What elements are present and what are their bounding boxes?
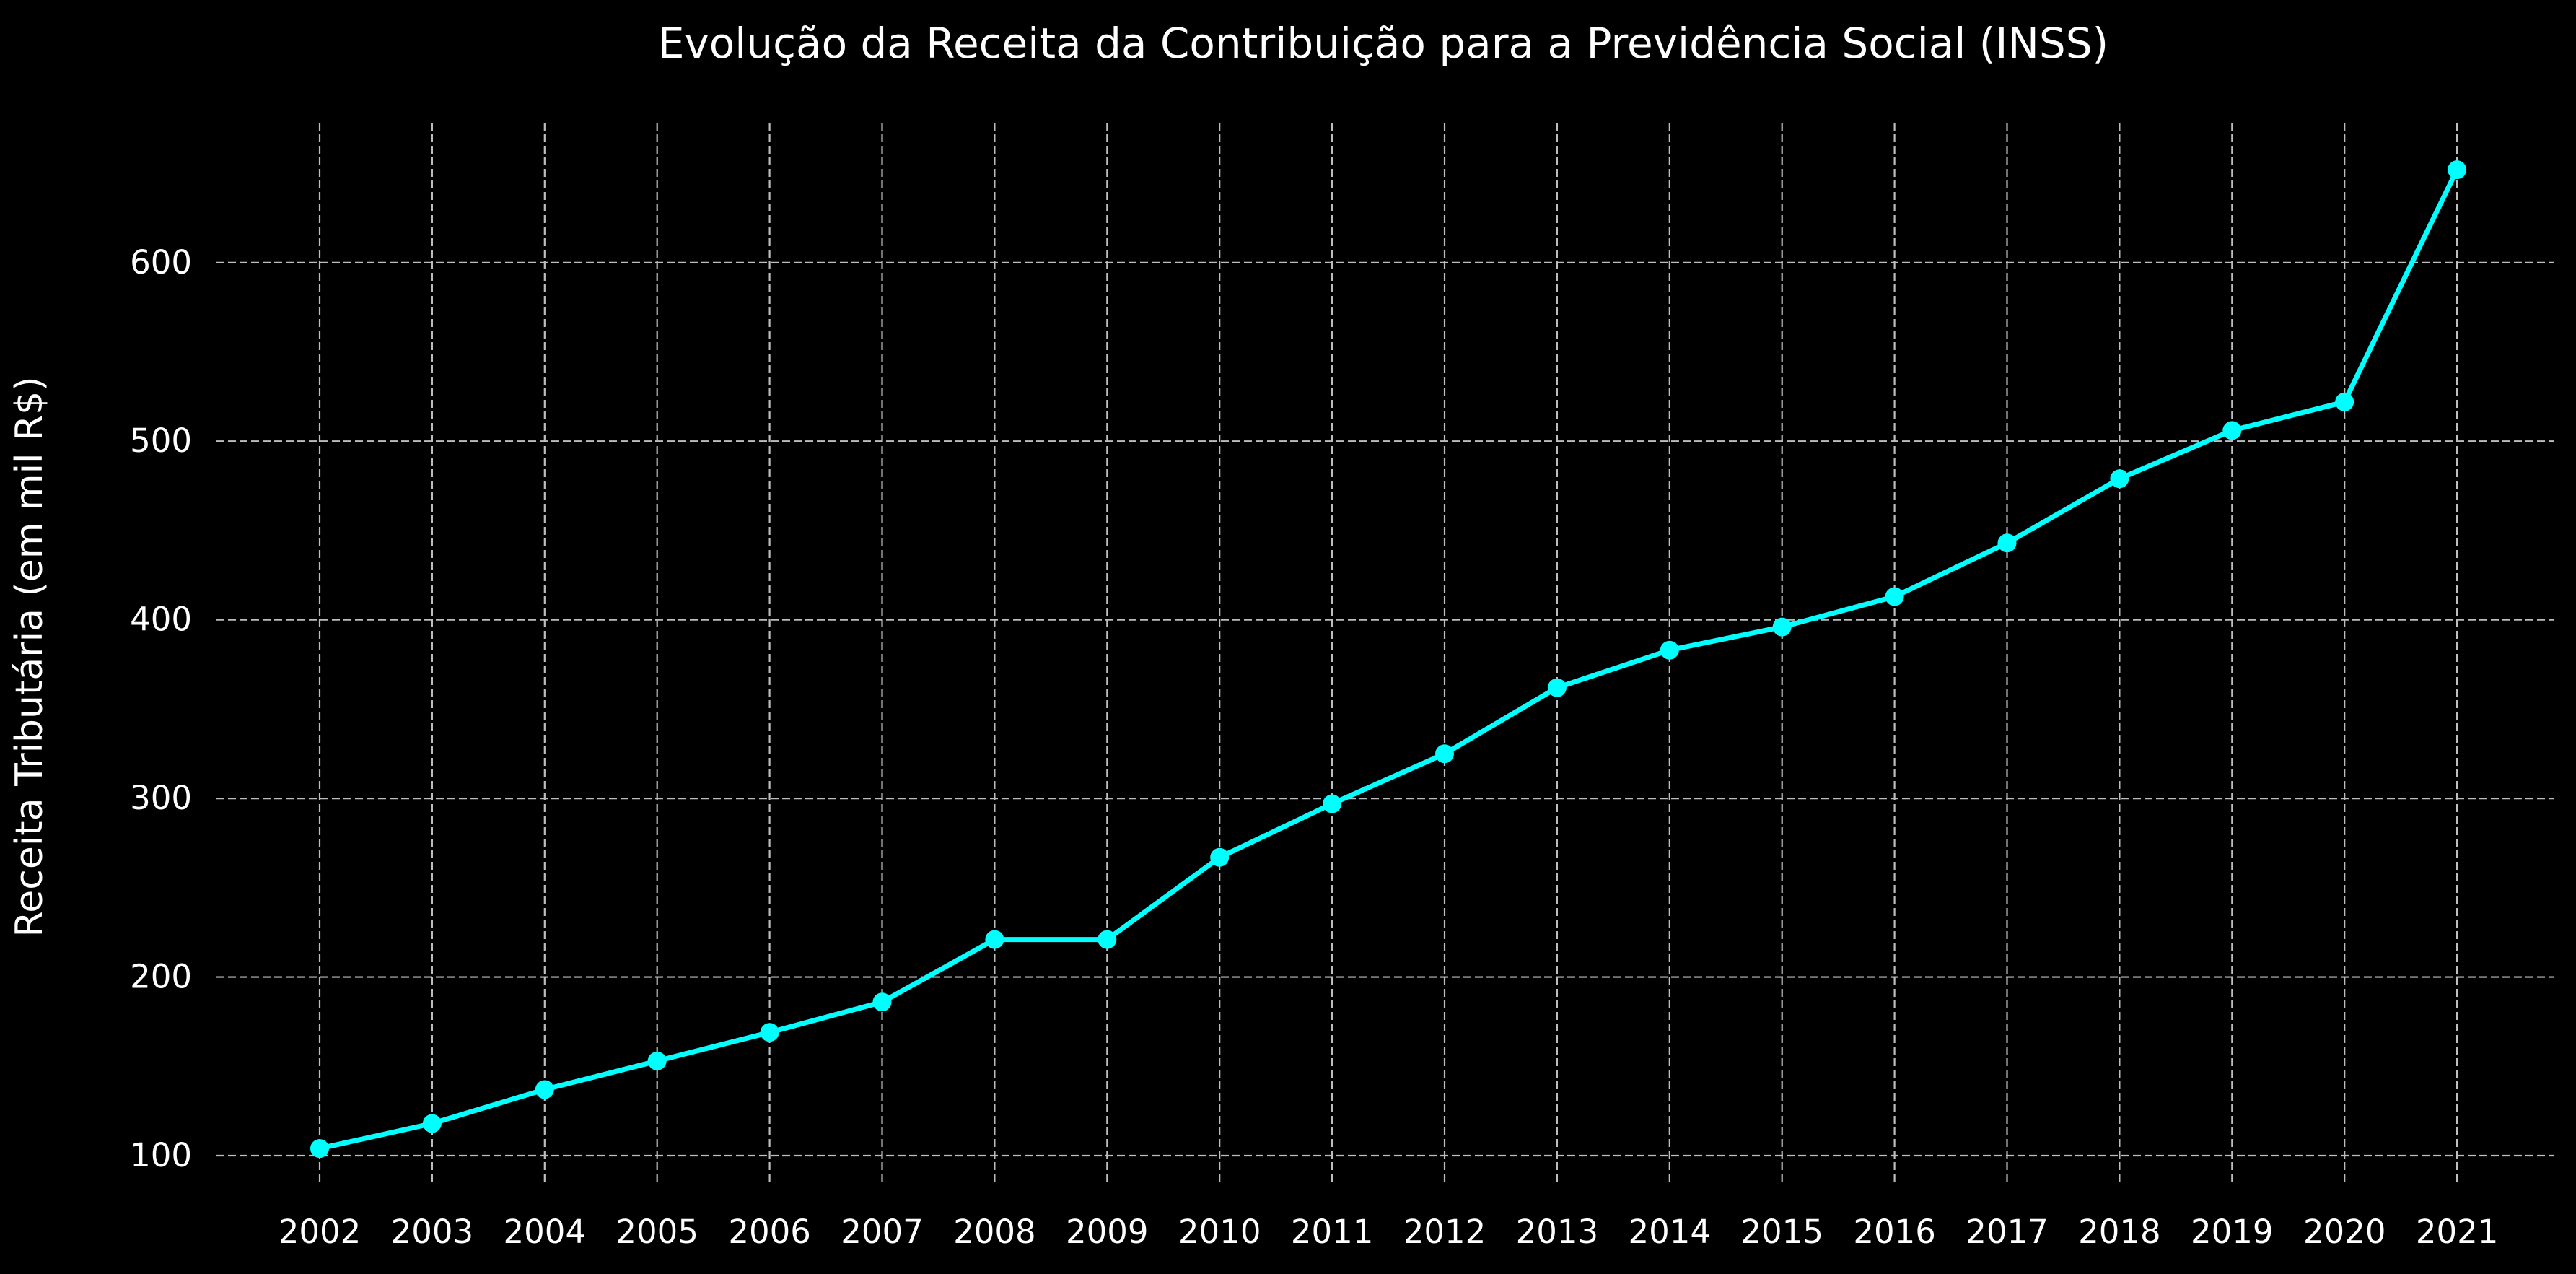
x-tick-label: 2013 xyxy=(1516,1213,1599,1251)
x-tick-label: 2003 xyxy=(391,1213,474,1251)
data-point xyxy=(647,1051,667,1070)
data-point xyxy=(985,930,1004,949)
y-tick-label: 200 xyxy=(130,958,192,996)
y-axis-label: Receita Tributária (em mil R$) xyxy=(8,376,51,937)
x-tick-label: 2012 xyxy=(1403,1213,1486,1251)
x-tick-label: 2019 xyxy=(2191,1213,2274,1251)
y-tick-label: 600 xyxy=(130,243,192,282)
x-tick-label: 2017 xyxy=(1966,1213,2049,1251)
y-tick-label: 100 xyxy=(130,1136,192,1174)
data-point xyxy=(310,1139,329,1159)
data-point xyxy=(1210,847,1230,867)
x-tick-label: 2008 xyxy=(953,1213,1036,1251)
x-tick-label: 2009 xyxy=(1066,1213,1149,1251)
x-tick-label: 2002 xyxy=(279,1213,362,1251)
data-point xyxy=(2335,392,2354,411)
data-point xyxy=(760,1023,779,1042)
series xyxy=(310,160,2467,1159)
x-tick-label: 2011 xyxy=(1291,1213,1374,1251)
data-point xyxy=(1660,640,1679,660)
data-point xyxy=(1323,794,1342,813)
data-point xyxy=(2110,469,2129,489)
x-tick-label: 2015 xyxy=(1740,1213,1823,1251)
data-point xyxy=(1547,678,1567,697)
x-tick-label: 2005 xyxy=(615,1213,698,1251)
x-tick-label: 2007 xyxy=(841,1213,924,1251)
data-point xyxy=(872,992,892,1012)
y-tick-labels: 100 200 300 400 500 600 xyxy=(130,243,192,1174)
data-point xyxy=(535,1080,554,1099)
grid xyxy=(216,123,2554,1184)
data-point xyxy=(1435,744,1454,764)
x-tick-labels: 2002 2003 2004 2005 2006 2007 2008 2009 2010 2011… xyxy=(279,1213,2499,1251)
data-point xyxy=(1772,617,1792,637)
x-tick-label: 2004 xyxy=(504,1213,587,1251)
x-tick-label: 2020 xyxy=(2303,1213,2386,1251)
y-tick-label: 500 xyxy=(130,422,192,460)
data-point xyxy=(2448,160,2467,180)
chart-title: Evolução da Receita da Contribuição para… xyxy=(658,19,2108,68)
data-point xyxy=(1098,930,1117,949)
x-tick-label: 2014 xyxy=(1629,1213,1712,1251)
data-point xyxy=(2222,421,2242,440)
y-tick-label: 300 xyxy=(130,779,192,817)
x-tick-label: 2016 xyxy=(1853,1213,1936,1251)
data-point xyxy=(422,1114,442,1133)
x-tick-label: 2021 xyxy=(2416,1213,2499,1251)
y-tick-label: 400 xyxy=(130,601,192,639)
x-tick-label: 2010 xyxy=(1178,1213,1261,1251)
x-tick-label: 2018 xyxy=(2078,1213,2161,1251)
x-tick-label: 2006 xyxy=(728,1213,811,1251)
data-point xyxy=(1885,587,1904,606)
series-line xyxy=(317,167,2460,1151)
data-point xyxy=(1997,533,2017,553)
